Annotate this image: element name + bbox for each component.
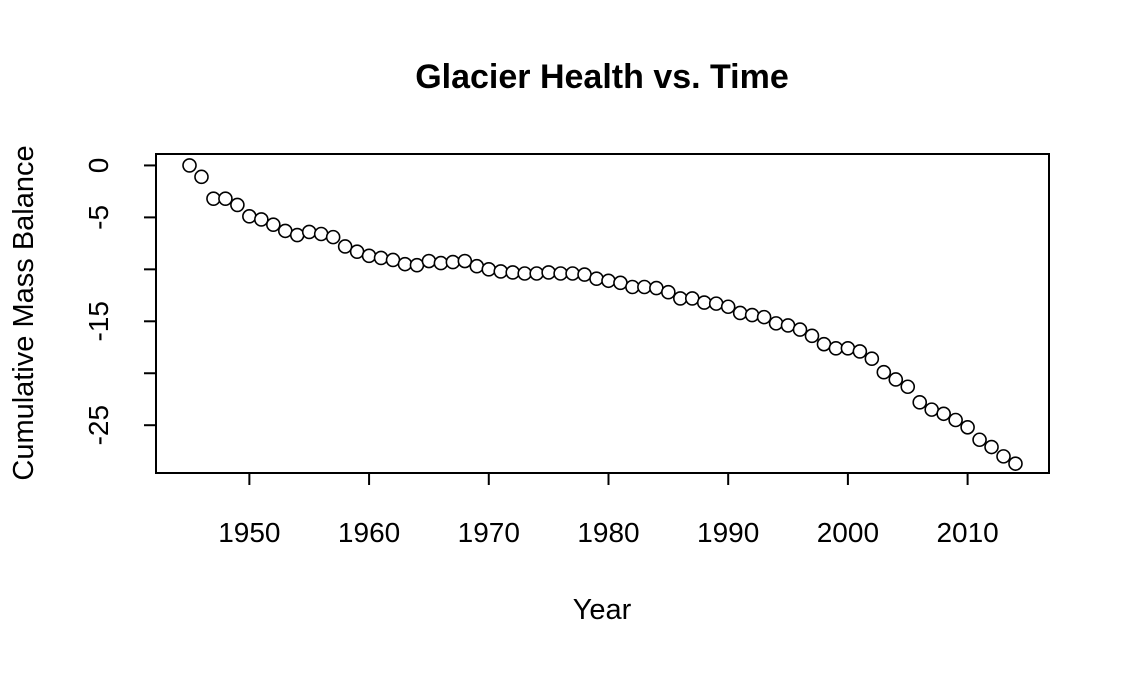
data-point: [493, 264, 509, 279]
data-point: [289, 227, 305, 243]
data-point: [792, 322, 808, 337]
y-axis-title: Cumulative Mass Balance: [8, 145, 40, 480]
x-tick-label: 2010: [936, 517, 998, 548]
data-point: [756, 309, 772, 325]
data-point: [577, 267, 592, 282]
x-tick-label: 1960: [338, 517, 400, 548]
y-axis: 0 -5 -15 -25: [83, 158, 157, 445]
data-point: [996, 449, 1011, 464]
data-point: [397, 256, 413, 272]
data-point: [900, 379, 916, 395]
data-point: [565, 266, 580, 281]
data-point: [888, 372, 904, 387]
data-point: [960, 419, 975, 435]
x-tick-label: 1990: [697, 517, 759, 548]
x-tick-label: 2000: [817, 517, 879, 548]
data-point: [421, 253, 437, 269]
data-point: [804, 328, 820, 344]
data-point: [912, 395, 928, 410]
data-point: [385, 252, 401, 268]
data-point: [972, 432, 987, 448]
data-points: [182, 158, 1023, 471]
data-point: [1008, 456, 1023, 471]
chart-title: Glacier Health vs. Time: [415, 58, 789, 96]
data-point: [541, 265, 556, 280]
data-point: [361, 248, 377, 264]
data-point: [924, 402, 939, 417]
data-point: [313, 226, 329, 242]
data-point: [277, 223, 293, 239]
data-point: [469, 258, 485, 274]
y-tick-label: -15: [83, 301, 114, 341]
plot-area-border: [155, 153, 1050, 474]
data-point: [661, 284, 676, 300]
data-point: [481, 262, 497, 277]
data-point: [684, 291, 700, 306]
x-tick-label: 1970: [458, 517, 520, 548]
data-point: [816, 336, 832, 352]
data-point: [673, 291, 688, 306]
data-point: [637, 279, 652, 295]
data-point: [433, 255, 449, 271]
data-point: [325, 229, 341, 245]
data-point: [601, 273, 616, 289]
data-point: [948, 412, 963, 428]
data-point: [301, 224, 317, 240]
data-point: [206, 191, 221, 206]
data-point: [780, 318, 796, 333]
data-point: [517, 266, 532, 281]
data-point: [254, 212, 269, 227]
data-point: [732, 305, 748, 321]
data-point: [445, 254, 461, 270]
data-point: [864, 351, 880, 367]
data-point: [373, 250, 389, 266]
data-point: [720, 299, 736, 315]
x-tick-label: 1950: [218, 517, 280, 548]
data-point: [529, 266, 544, 281]
data-point: [409, 257, 425, 273]
data-point: [984, 439, 999, 455]
data-point: [828, 341, 844, 356]
x-axis-title: Year: [573, 594, 632, 626]
y-tick-label: -25: [83, 405, 114, 445]
data-point: [457, 253, 473, 269]
data-point: [505, 265, 521, 280]
data-point: [266, 217, 281, 232]
data-point: [852, 344, 868, 359]
data-point: [230, 197, 245, 213]
data-point: [649, 280, 664, 296]
y-tick-label: 0: [83, 158, 114, 174]
y-tick-label: -5: [83, 205, 114, 230]
x-axis: 1950 1960 1970 1980 1990 2000 2010: [218, 472, 999, 548]
data-point: [242, 209, 257, 224]
data-point: [589, 271, 604, 286]
data-point: [337, 239, 353, 254]
data-point: [349, 244, 365, 259]
data-point: [768, 316, 784, 331]
data-point: [218, 191, 233, 206]
data-point: [936, 406, 951, 422]
data-point: [840, 341, 856, 356]
data-point: [553, 266, 568, 281]
data-point: [613, 275, 628, 291]
data-point: [744, 307, 760, 323]
x-tick-label: 1980: [577, 517, 639, 548]
data-point: [696, 295, 712, 310]
data-point: [182, 158, 197, 173]
data-point: [708, 296, 724, 311]
data-point: [194, 169, 209, 185]
data-point: [625, 279, 640, 295]
data-point: [876, 364, 892, 380]
